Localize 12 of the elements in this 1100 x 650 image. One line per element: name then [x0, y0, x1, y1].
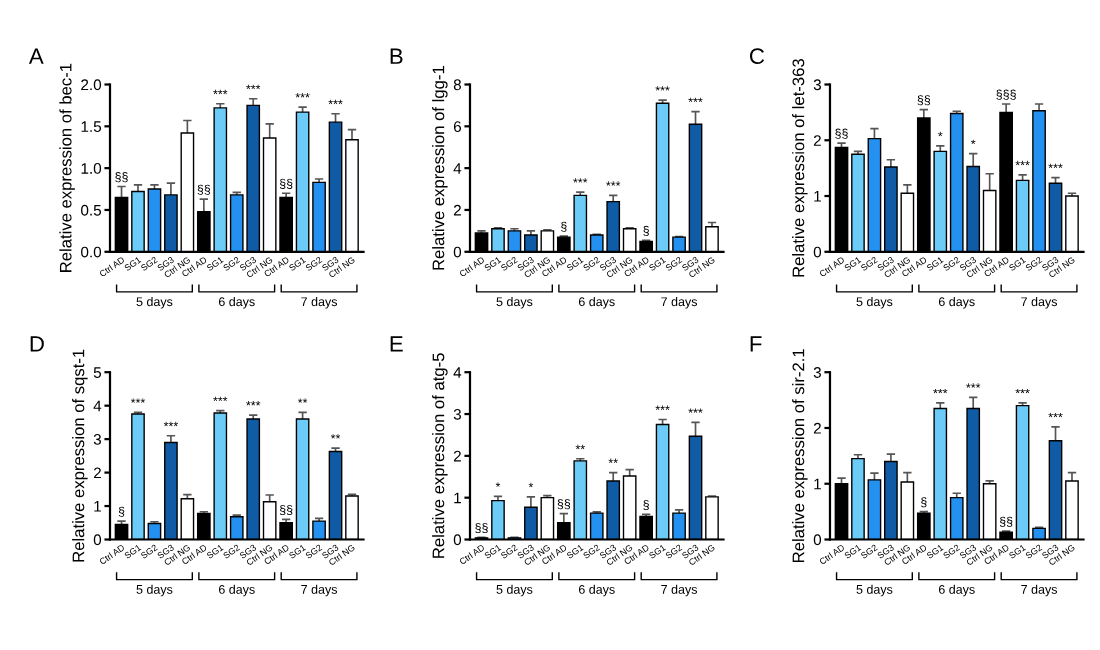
chart-title: B — [390, 48, 403, 64]
y-axis-title: Relative expression of sqst-1 — [72, 349, 88, 562]
y-axis-title: Relative expression of bec-1 — [59, 63, 75, 272]
chart-title: F — [750, 336, 762, 352]
chart-title: E — [390, 336, 403, 352]
chart-title: C — [749, 48, 765, 65]
y-axis-title: Relative expression of atg-5 — [432, 353, 448, 558]
chart-title: D — [30, 336, 44, 352]
y-axis-title: Relative expression of let-363 — [792, 59, 808, 277]
y-axis-title: Relative expression of sir-2.1 — [792, 349, 808, 562]
y-axis-title: Relative expression of lgg-1 — [432, 66, 448, 270]
chart-title: A — [28, 48, 44, 64]
